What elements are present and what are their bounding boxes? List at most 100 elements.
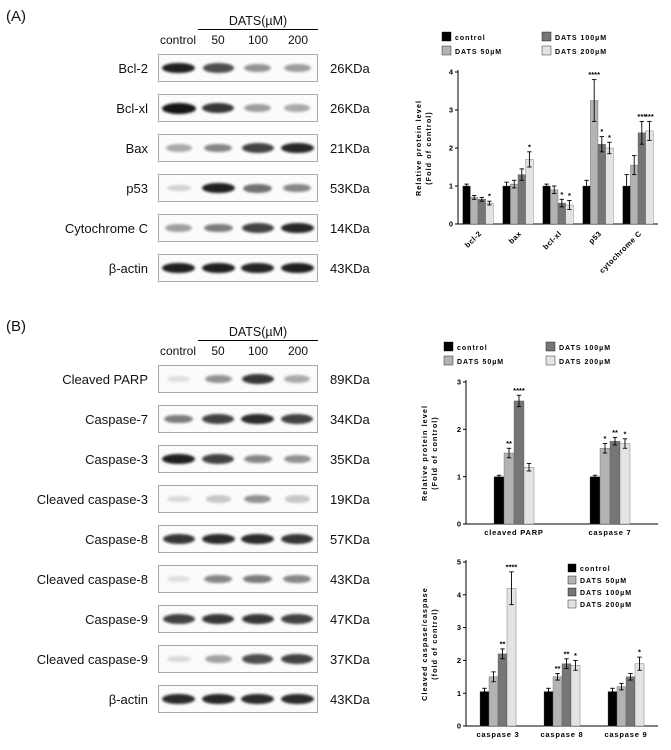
bar <box>634 663 645 727</box>
band-cell <box>199 215 239 241</box>
bar <box>552 676 563 727</box>
x-tick-label: caspase 3 <box>476 730 519 739</box>
bar <box>616 686 627 727</box>
bar <box>561 663 572 727</box>
blot-row: Bcl-2 26KDa <box>30 54 370 82</box>
protein-band <box>162 693 196 705</box>
protein-band <box>204 374 232 384</box>
band-cell <box>199 255 239 281</box>
protein-band <box>241 262 275 274</box>
protein-band <box>166 655 191 663</box>
blot-row: Cytochrome C 14KDa <box>30 214 370 242</box>
blot-box <box>158 254 318 282</box>
lane-label: control <box>159 33 197 47</box>
protein-label: Cytochrome C <box>64 220 148 236</box>
blot-row: Bcl-xl 26KDa <box>30 94 370 122</box>
band-cell <box>159 175 199 201</box>
kda-label: 35KDa <box>330 451 370 467</box>
band-cell <box>278 255 318 281</box>
band-cell <box>199 686 239 712</box>
legend-swatch <box>545 341 556 352</box>
kda-label: 43KDa <box>330 691 370 707</box>
y-tick-label: 3 <box>449 106 453 115</box>
protein-band <box>280 222 314 234</box>
band-cell <box>199 646 239 672</box>
significance-label: **** <box>588 70 600 79</box>
protein-label: Bcl-2 <box>118 60 148 76</box>
x-tick-label: caspase 9 <box>604 730 647 739</box>
band-cell <box>278 486 318 512</box>
y-axis-title: Relative protein level <box>420 405 429 501</box>
kda-label: 43KDa <box>330 571 370 587</box>
band-cell <box>159 406 199 432</box>
bar <box>479 691 490 727</box>
blot-row: Cleaved caspase-9 37KDa <box>30 645 370 673</box>
protein-band <box>243 574 273 584</box>
significance-label: * <box>608 133 611 142</box>
y-axis-title: (Fold of control) <box>424 111 433 185</box>
protein-band <box>241 413 275 425</box>
band-cell <box>238 566 278 592</box>
y-axis-title: Relative protein level <box>414 100 423 196</box>
protein-band <box>162 262 196 274</box>
legend-swatch <box>567 599 577 609</box>
kda-label: 26KDa <box>330 100 370 116</box>
x-tick-label: bax <box>507 229 524 246</box>
protein-label: Cleaved PARP <box>62 371 148 387</box>
significance-label: ** <box>564 649 570 658</box>
blot-row: Bax 21KDa <box>30 134 370 162</box>
blot-box <box>158 445 318 473</box>
legend-label: DATS 50µM <box>580 578 627 585</box>
chart-panel-b-chart-1: 0 1 2 3 Relative protein level (Fold of contr… <box>420 341 658 537</box>
band-cell <box>238 95 278 121</box>
band-cell <box>159 446 199 472</box>
protein-label: Bcl-xl <box>116 100 148 116</box>
panel-b-label: (B) <box>6 318 26 335</box>
protein-band <box>241 613 274 625</box>
legend-label: DATS 200µM <box>559 359 611 366</box>
band-cell <box>238 606 278 632</box>
blot-box <box>158 485 318 513</box>
y-tick-label: 4 <box>449 68 454 77</box>
bar <box>513 400 525 525</box>
y-tick-label: 0 <box>457 520 461 529</box>
y-axis-title: Cleaved caspase/caspase <box>420 587 429 701</box>
protein-band <box>203 223 233 233</box>
bar <box>605 147 614 225</box>
protein-band <box>201 262 235 274</box>
y-tick-label: 4 <box>457 590 462 599</box>
y-tick-label: 1 <box>449 182 453 191</box>
kda-label: 53KDa <box>330 180 370 196</box>
band-cell <box>238 366 278 392</box>
lane-label: 50 <box>211 33 225 47</box>
significance-label: * <box>624 429 627 438</box>
kda-label: 43KDa <box>330 260 370 276</box>
protein-band <box>281 614 314 624</box>
significance-label: * <box>488 192 491 201</box>
blot-row: p53 53KDa <box>30 174 370 202</box>
chart-panel-a-chart: 0 1 2 3 4 Relative protein level (Fold of cont… <box>414 31 658 275</box>
legend-swatch <box>545 355 556 366</box>
protein-band <box>162 614 195 624</box>
lane-label: 200 <box>287 33 309 47</box>
protein-label: β-actin <box>108 260 148 276</box>
legend-swatch <box>441 31 452 42</box>
band-cell <box>159 255 199 281</box>
protein-band <box>167 575 191 583</box>
significance-label: *** <box>637 112 646 121</box>
legend-label: control <box>455 35 486 42</box>
significance-label: **** <box>513 386 525 395</box>
protein-band <box>164 414 194 424</box>
band-cell <box>199 366 239 392</box>
band-cell <box>278 526 318 552</box>
kda-label: 57KDa <box>330 531 370 547</box>
x-tick-label: bcl-xl <box>541 229 563 251</box>
band-cell <box>159 646 199 672</box>
protein-band <box>281 414 314 424</box>
kda-label: 34KDa <box>330 411 370 427</box>
bar <box>477 199 486 225</box>
blot-box <box>158 174 318 202</box>
significance-label: ** <box>612 428 618 437</box>
lane-label: 100 <box>247 33 269 47</box>
